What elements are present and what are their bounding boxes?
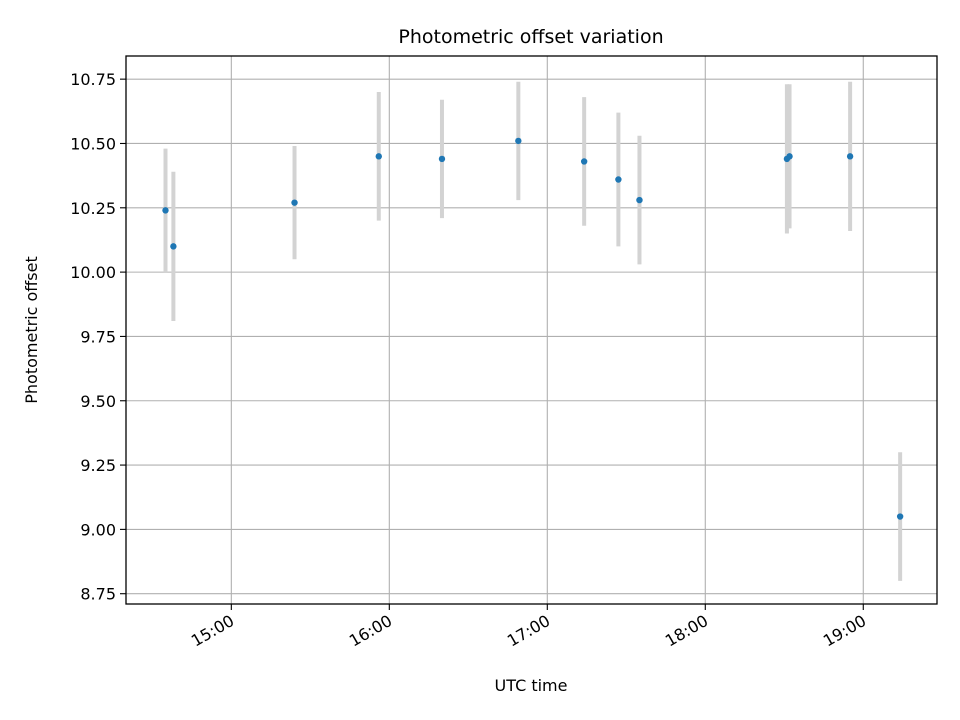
data-point xyxy=(438,155,446,163)
y-tick-label: 10.75 xyxy=(70,70,116,89)
data-point xyxy=(636,196,643,204)
data-point xyxy=(580,158,588,165)
data-point xyxy=(375,153,382,160)
data-point xyxy=(291,199,298,206)
plot-frame xyxy=(125,55,938,605)
y-tick-label: 9.25 xyxy=(80,456,116,475)
data-points xyxy=(162,137,904,520)
y-tick-label: 9.00 xyxy=(80,520,116,539)
y-axis-label: Photometric offset xyxy=(22,256,41,404)
data-point xyxy=(896,513,904,520)
y-axis-ticks: 8.75 9.00 9.25 9.50 9.75 10.00 10.25 10.50 10.75 xyxy=(70,70,126,604)
data-point xyxy=(786,153,793,160)
data-point xyxy=(170,243,177,250)
y-tick-label: 10.50 xyxy=(70,134,116,153)
x-axis-label: UTC time xyxy=(495,676,568,695)
data-point xyxy=(162,207,169,214)
data-point xyxy=(615,176,622,183)
chart-title: Photometric offset variation xyxy=(398,26,663,48)
y-tick-label: 10.00 xyxy=(70,263,116,282)
y-tick-label: 9.75 xyxy=(80,327,116,346)
y-tick-label: 8.75 xyxy=(80,585,116,604)
data-point xyxy=(846,153,854,160)
data-point xyxy=(515,137,522,145)
grid xyxy=(126,56,937,604)
y-tick-label: 10.25 xyxy=(70,199,116,218)
y-tick-label: 9.50 xyxy=(80,392,116,411)
